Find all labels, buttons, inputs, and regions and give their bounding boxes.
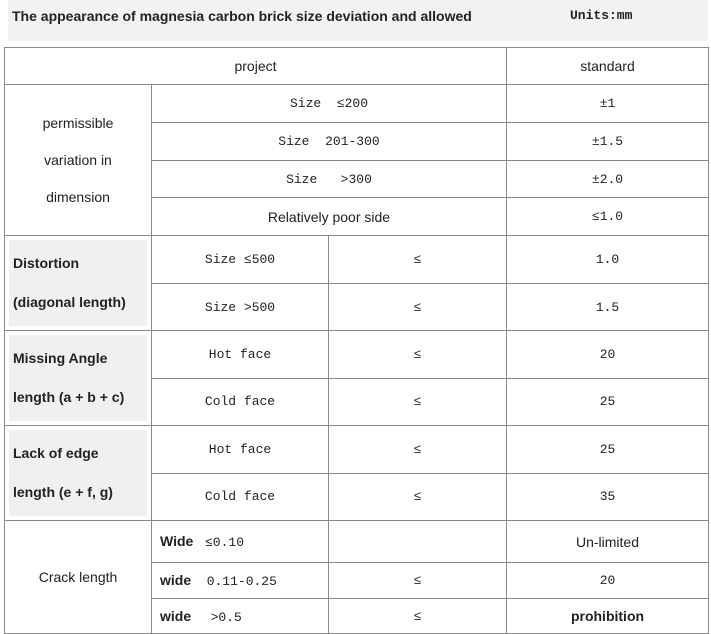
header-row: project standard bbox=[4, 47, 709, 85]
label-line: Lack of edge bbox=[13, 445, 99, 461]
title: The appearance of magnesia carbon brick … bbox=[12, 8, 472, 24]
symbol: ≤ bbox=[328, 283, 507, 331]
item: Size ≤500 bbox=[151, 234, 329, 285]
label-line: length (e + f, g) bbox=[13, 484, 113, 500]
item: Relatively poor side bbox=[151, 197, 507, 236]
item: Size >500 bbox=[151, 283, 329, 331]
column-header: standard bbox=[506, 47, 709, 85]
section-label: Missing Angle length (a + b + c) bbox=[4, 330, 152, 426]
symbol: ≤ bbox=[328, 330, 507, 379]
label-line: Distortion bbox=[13, 255, 80, 271]
item: Cold face bbox=[151, 377, 329, 426]
item-cell: wide 0.11-0.25 bbox=[151, 562, 329, 599]
standard: prohibition bbox=[506, 598, 709, 634]
standard: 20 bbox=[506, 330, 709, 379]
empty-cell bbox=[328, 520, 507, 563]
standard: 1.5 bbox=[506, 283, 709, 331]
section-label: Crack length bbox=[4, 520, 152, 634]
standard: Un-limited bbox=[506, 520, 709, 563]
standard: 25 bbox=[506, 425, 709, 474]
label-line: length (a + b + c) bbox=[13, 389, 125, 405]
range: >0.5 bbox=[210, 609, 242, 625]
label-line: (diagonal length) bbox=[13, 294, 126, 310]
header-bar: The appearance of magnesia carbon brick … bbox=[8, 0, 708, 41]
symbol: ≤ bbox=[328, 234, 507, 285]
item: Size 201-300 bbox=[151, 122, 507, 161]
item: Hot face bbox=[151, 425, 329, 474]
standard: ≤1.0 bbox=[506, 197, 709, 236]
standard: 35 bbox=[506, 472, 709, 521]
label-line: Missing Angle bbox=[13, 350, 108, 366]
standard: ±1 bbox=[506, 84, 709, 123]
range: 0.11-0.25 bbox=[206, 574, 277, 589]
symbol: ≤ bbox=[328, 377, 507, 426]
spec-table: project standard permissible variation i… bbox=[4, 47, 709, 634]
symbol: ≤ bbox=[328, 598, 507, 634]
item: Cold face bbox=[151, 472, 329, 521]
standard: ±1.5 bbox=[506, 122, 709, 161]
item: Hot face bbox=[151, 330, 329, 379]
units: Units:mm bbox=[570, 8, 633, 23]
item-cell: wide >0.5 bbox=[151, 598, 329, 634]
item: wide bbox=[160, 572, 192, 588]
standard: ±2.0 bbox=[506, 160, 709, 198]
item: wide bbox=[160, 607, 192, 624]
standard: 20 bbox=[506, 562, 709, 599]
item: Size ≤200 bbox=[151, 84, 507, 123]
standard: 25 bbox=[506, 377, 709, 426]
standard: 1.0 bbox=[506, 234, 709, 285]
item: Wide bbox=[160, 533, 194, 549]
page-body: The appearance of magnesia carbon brick … bbox=[4, 0, 709, 634]
section-label: Distortion (diagonal length) bbox=[4, 235, 152, 331]
item: Size >300 bbox=[151, 160, 507, 198]
column-header: project bbox=[4, 47, 507, 85]
section-label: permissible variation in dimension bbox=[4, 84, 152, 236]
range: ≤0.10 bbox=[205, 535, 245, 550]
section-label: Lack of edge length (e + f, g) bbox=[4, 425, 152, 521]
page: Magnesia carbon brick size deviation {"h… bbox=[4, 0, 709, 634]
symbol: ≤ bbox=[328, 472, 507, 521]
symbol: ≤ bbox=[328, 425, 507, 474]
item-cell: Wide ≤0.10 bbox=[151, 520, 329, 563]
symbol: ≤ bbox=[328, 562, 507, 599]
